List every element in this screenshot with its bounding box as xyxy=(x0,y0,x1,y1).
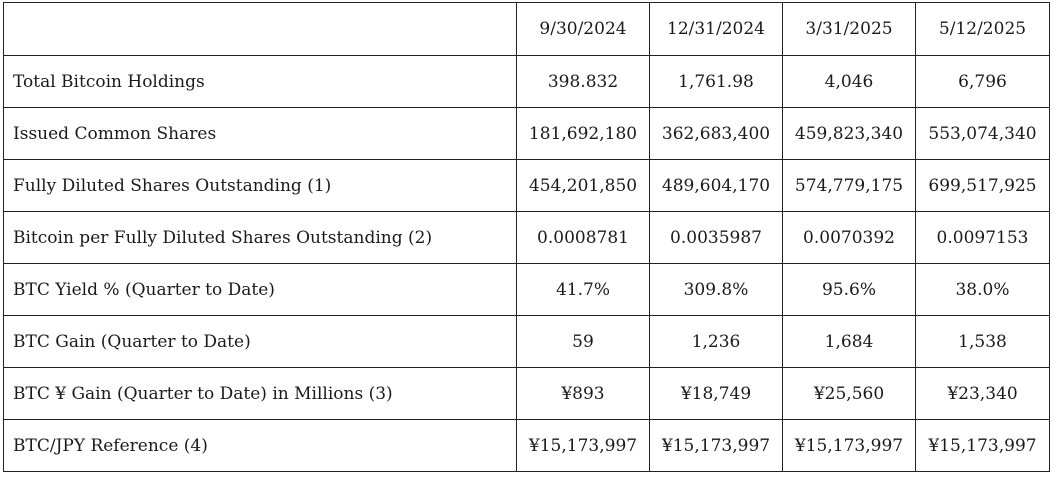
corner-cell xyxy=(3,2,517,56)
row-label: Issued Common Shares xyxy=(3,107,517,160)
table-cell: 59 xyxy=(516,315,650,368)
table-cell: ¥25,560 xyxy=(782,367,916,420)
table-cell: 95.6% xyxy=(782,263,916,316)
table-row: BTC ¥ Gain (Quarter to Date) in Millions… xyxy=(3,367,1050,420)
table-cell: 0.0097153 xyxy=(915,211,1050,264)
table-cell: 1,761.98 xyxy=(649,55,783,108)
table-cell: 454,201,850 xyxy=(516,159,650,212)
table-cell: ¥15,173,997 xyxy=(649,419,783,472)
bitcoin-metrics-table: 9/30/2024 12/31/2024 3/31/2025 5/12/2025… xyxy=(3,2,1050,472)
table-cell: 6,796 xyxy=(915,55,1050,108)
row-label: BTC Gain (Quarter to Date) xyxy=(3,315,517,368)
table-cell: 459,823,340 xyxy=(782,107,916,160)
table-cell: 181,692,180 xyxy=(516,107,650,160)
row-label: Fully Diluted Shares Outstanding (1) xyxy=(3,159,517,212)
table-row: Fully Diluted Shares Outstanding (1) 454… xyxy=(3,159,1050,212)
table-cell: ¥23,340 xyxy=(915,367,1050,420)
table-cell: 362,683,400 xyxy=(649,107,783,160)
table-row: BTC Gain (Quarter to Date) 59 1,236 1,68… xyxy=(3,315,1050,368)
table-row: Issued Common Shares 181,692,180 362,683… xyxy=(3,107,1050,160)
table-cell: 1,236 xyxy=(649,315,783,368)
column-header: 5/12/2025 xyxy=(915,2,1050,56)
table-cell: 0.0070392 xyxy=(782,211,916,264)
table-cell: ¥15,173,997 xyxy=(782,419,916,472)
table-cell: 398.832 xyxy=(516,55,650,108)
table-cell: 1,684 xyxy=(782,315,916,368)
header-row: 9/30/2024 12/31/2024 3/31/2025 5/12/2025 xyxy=(3,2,1050,56)
table-row: Bitcoin per Fully Diluted Shares Outstan… xyxy=(3,211,1050,264)
row-label: Bitcoin per Fully Diluted Shares Outstan… xyxy=(3,211,517,264)
table-cell: 41.7% xyxy=(516,263,650,316)
column-header: 12/31/2024 xyxy=(649,2,783,56)
table-cell: ¥18,749 xyxy=(649,367,783,420)
row-label: BTC ¥ Gain (Quarter to Date) in Millions… xyxy=(3,367,517,420)
row-label: BTC Yield % (Quarter to Date) xyxy=(3,263,517,316)
row-label: BTC/JPY Reference (4) xyxy=(3,419,517,472)
table-cell: 1,538 xyxy=(915,315,1050,368)
table-row: Total Bitcoin Holdings 398.832 1,761.98 … xyxy=(3,55,1050,108)
table-cell: 4,046 xyxy=(782,55,916,108)
table-cell: 489,604,170 xyxy=(649,159,783,212)
table-row: BTC/JPY Reference (4) ¥15,173,997 ¥15,17… xyxy=(3,419,1050,472)
column-header: 9/30/2024 xyxy=(516,2,650,56)
table-cell: 699,517,925 xyxy=(915,159,1050,212)
table-cell: ¥15,173,997 xyxy=(516,419,650,472)
table-cell: 0.0035987 xyxy=(649,211,783,264)
column-header: 3/31/2025 xyxy=(782,2,916,56)
table-cell: 38.0% xyxy=(915,263,1050,316)
table-row: BTC Yield % (Quarter to Date) 41.7% 309.… xyxy=(3,263,1050,316)
row-label: Total Bitcoin Holdings xyxy=(3,55,517,108)
table-cell: 574,779,175 xyxy=(782,159,916,212)
table-cell: ¥893 xyxy=(516,367,650,420)
table-cell: 0.0008781 xyxy=(516,211,650,264)
table-cell: 309.8% xyxy=(649,263,783,316)
table-cell: 553,074,340 xyxy=(915,107,1050,160)
table-cell: ¥15,173,997 xyxy=(915,419,1050,472)
